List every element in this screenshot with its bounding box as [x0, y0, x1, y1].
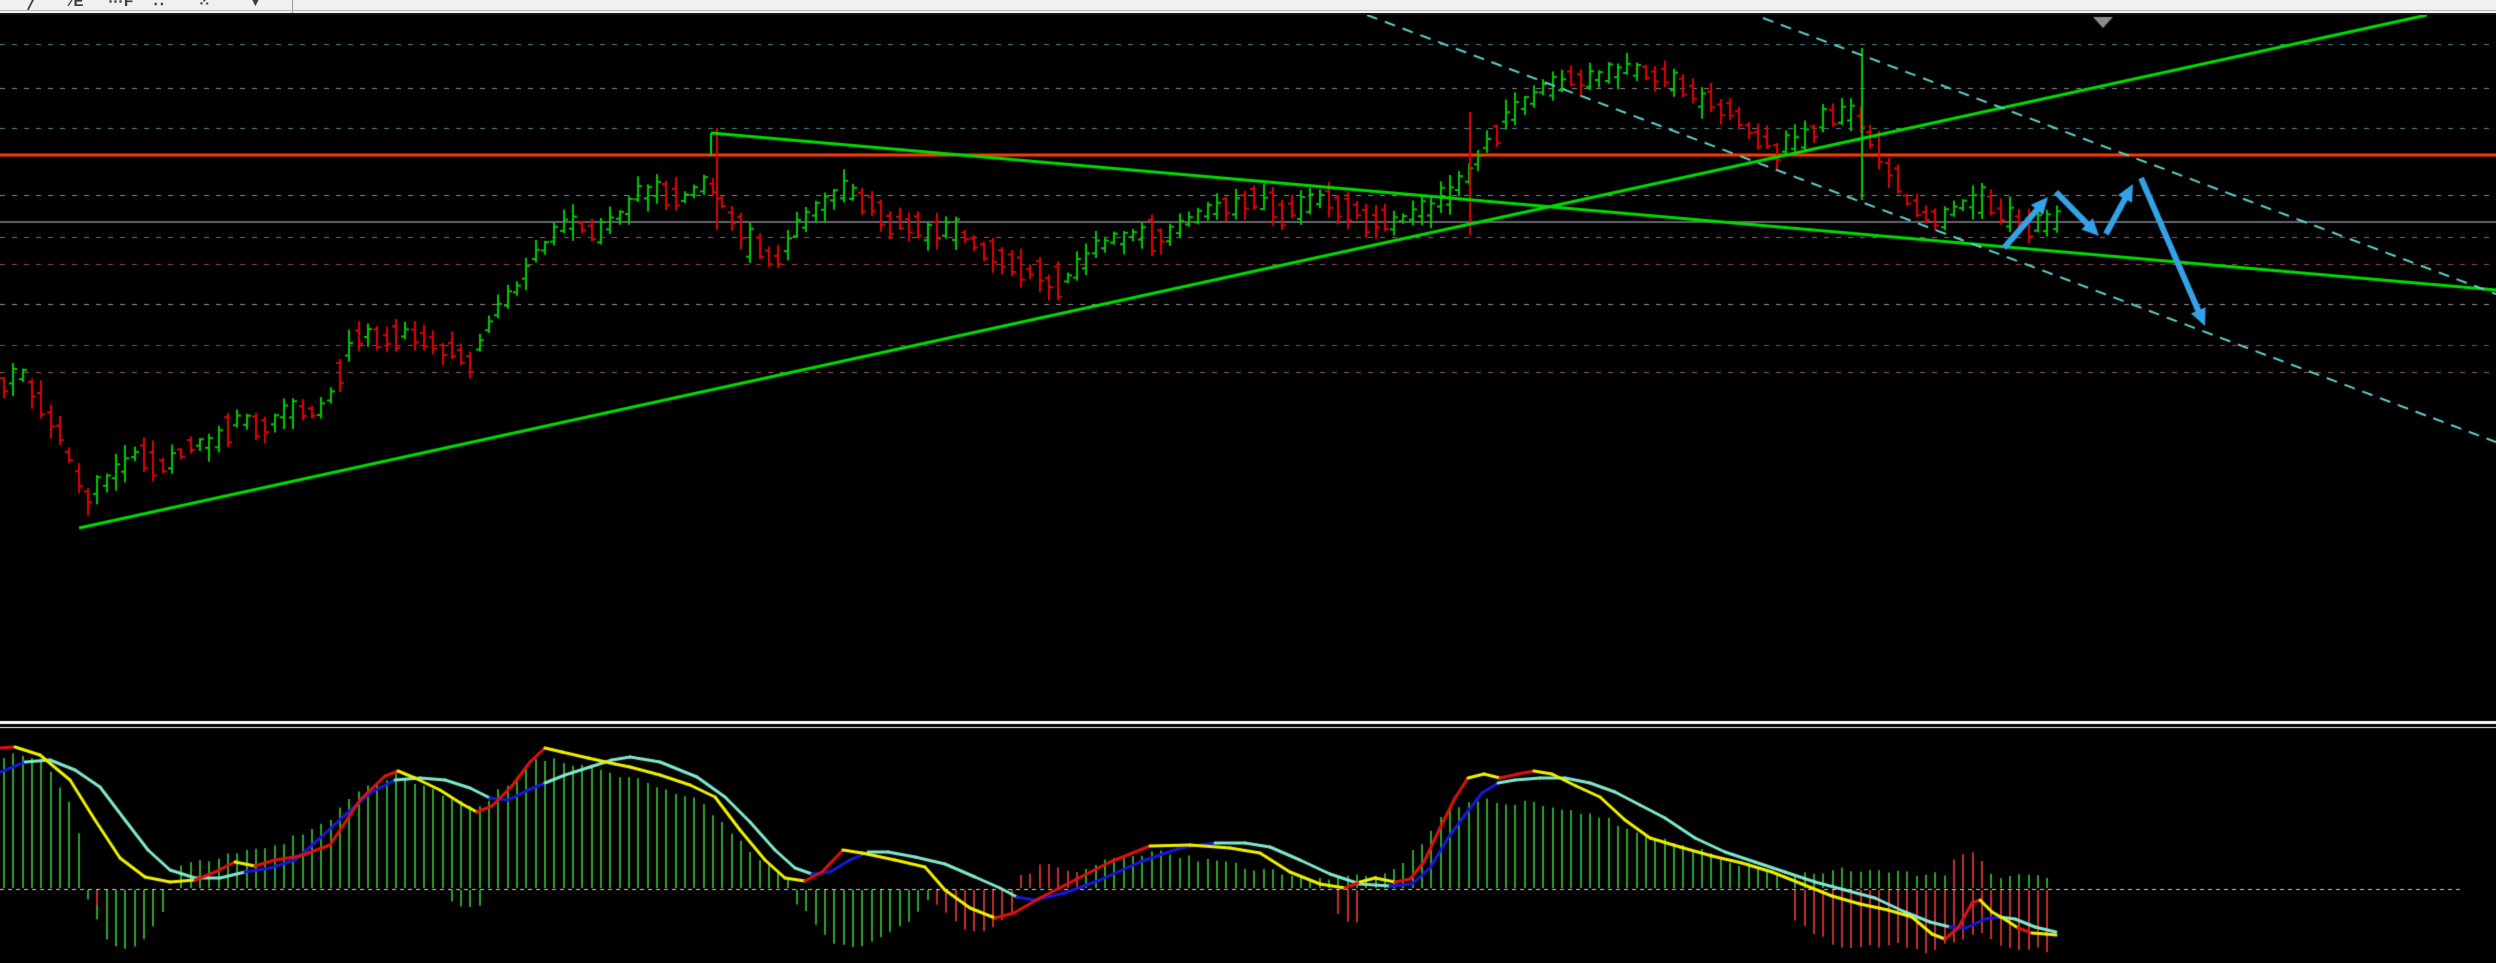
shapes-tool-icon[interactable]: ∴	[154, 0, 165, 10]
trendline-tool-icon[interactable]: ╱	[28, 0, 39, 10]
arrows-tool-icon[interactable]: ⁙	[198, 0, 212, 10]
objects-dropdown-icon[interactable]: ▼	[248, 0, 264, 10]
chart-shift-marker[interactable]	[2093, 17, 2113, 28]
indicator-panel-region[interactable]	[0, 731, 2496, 963]
drawing-toolbar: ╱ ⁄E ⋯F ∴ ⁙ ▼	[0, 0, 2496, 15]
equidistant-channel-tool-icon[interactable]: ⁄E	[70, 0, 85, 10]
fibonacci-retracement-tool-icon[interactable]: ⋯F	[108, 0, 135, 10]
price-chart-region[interactable]	[0, 15, 2496, 721]
forecast-arrows-annotation[interactable]	[1990, 170, 2220, 335]
toolbar-separator	[292, 0, 293, 13]
